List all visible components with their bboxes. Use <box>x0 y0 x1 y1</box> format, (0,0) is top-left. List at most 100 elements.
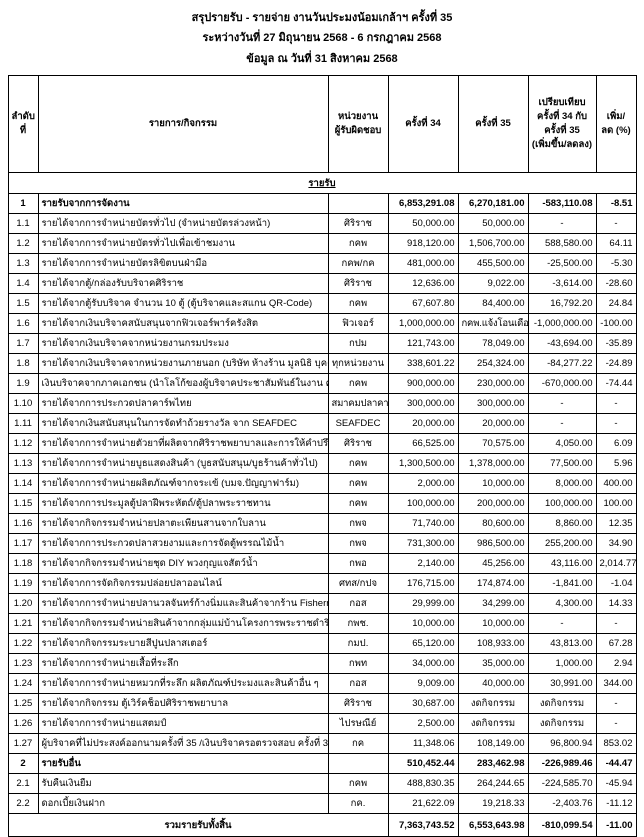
row-unit: ทุกหน่วยงาน <box>327 353 389 375</box>
row-diff: - <box>527 393 597 415</box>
row-item: รายได้จากกิจกรรมจำหน่ายสินค้าจากกลุ่มแม่… <box>37 613 329 635</box>
row-c35: 35,000.00 <box>457 653 529 675</box>
table-row: 1.11 รายได้จากเงินสนับสนุนในการจัดทำถ้วยร… <box>7 413 637 435</box>
total-c34: 7,363,743.52 <box>387 813 459 837</box>
row-item: ผู้บริจาคที่ไม่ประสงค์ออกนามครั้งที่ 35 … <box>37 733 329 755</box>
row-c34: 900,000.00 <box>387 373 459 395</box>
row-c35: 230,000.00 <box>457 373 529 395</box>
row-c35: 1,506,700.00 <box>457 233 529 255</box>
row-c35: 80,600.00 <box>457 513 529 535</box>
header-percent-change: เพิ่ม/ ลด (%) <box>595 75 637 174</box>
row-c35: 45,256.00 <box>457 553 529 575</box>
header-edition-34: ครั้งที่ 34 <box>387 75 459 174</box>
row-diff: 96,800.94 <box>527 733 597 755</box>
row-pct: -1.04 <box>595 573 637 595</box>
row-item: รายรับจากการจัดงาน <box>37 193 329 215</box>
table-row: 1.17 รายได้จากการประกวดปลาสวยงามและการจัด… <box>7 533 637 555</box>
row-c34: 12,636.00 <box>387 273 459 295</box>
row-pct: 2,014.77 <box>595 553 637 575</box>
row-pct: - <box>595 413 637 435</box>
row-no: 1.17 <box>7 533 39 555</box>
row-c34: 30,687.00 <box>387 693 459 715</box>
row-item: รายได้จากการประกวดปลาสวยงามและการจัดตู้พ… <box>37 533 329 555</box>
row-unit: กพจ <box>327 513 389 535</box>
row-item: รายได้จากกิจกรรมระบายสีปูนปลาสเตอร์ <box>37 633 329 655</box>
row-c35: 50,000.00 <box>457 213 529 235</box>
table-row: 2 รายรับอื่น 510,452.44 283,462.98 -226,989.… <box>7 753 637 775</box>
row-no: 2 <box>7 753 39 775</box>
row-pct: - <box>595 213 637 235</box>
row-pct: 12.35 <box>595 513 637 535</box>
row-item: รายได้จากกิจกรรมจำหน่ายปลาตะเพียนสานจากใ… <box>37 513 329 535</box>
total-c35: 6,553,643.98 <box>457 813 529 837</box>
row-c35: 10,000.00 <box>457 613 529 635</box>
row-unit <box>327 753 389 775</box>
row-c34: 2,000.00 <box>387 473 459 495</box>
row-unit: กมป. <box>327 633 389 655</box>
row-c34: 50,000.00 <box>387 213 459 235</box>
row-pct: -24.89 <box>595 353 637 375</box>
document-data-as-of: ข้อมูล ณ วันที่ 31 สิงหาคม 2568 <box>246 52 398 65</box>
table-row: 1 รายรับจากการจัดงาน 6,853,291.08 6,270,181… <box>7 193 637 215</box>
table-row: 1.12 รายได้จากการจำหน่ายตัวยาที่ผลิตจากศิ… <box>7 433 637 455</box>
row-c35: 200,000.00 <box>457 493 529 515</box>
row-pct: 2.94 <box>595 653 637 675</box>
row-pct: -35.89 <box>595 333 637 355</box>
row-no: 1.5 <box>7 293 39 315</box>
row-no: 2.1 <box>7 773 39 795</box>
row-diff: - <box>527 413 597 435</box>
table-row: 1.8 รายได้จากเงินบริจาคจากหน่วยงานภายนอก … <box>7 353 637 375</box>
table-row: 1.1 รายได้จากการจำหน่ายบัตรทั่วไป (จำหน่า… <box>7 213 637 235</box>
row-pct: - <box>595 393 637 415</box>
total-label: รวมรายรับทั้งสิ้น <box>7 813 389 837</box>
table-row: 1.25 รายได้จากกิจกรรม ตู้เวิร์คช็อปศิริรา… <box>7 693 637 715</box>
row-pct: - <box>595 693 637 715</box>
table-row: 1.4 รายได้จากตู้/กล่องรับบริจาคศิริราช ศิร… <box>7 273 637 295</box>
row-c34: 10,000.00 <box>387 613 459 635</box>
row-diff: 588,580.00 <box>527 233 597 255</box>
row-c35: 34,299.00 <box>457 593 529 615</box>
row-c34: 918,120.00 <box>387 233 459 255</box>
row-pct: 853.02 <box>595 733 637 755</box>
row-no: 1.15 <box>7 493 39 515</box>
row-pct: 34.90 <box>595 533 637 555</box>
table-row: 1.24 รายได้จากการจำหน่ายหมวกที่ระลึก ผลิต… <box>7 673 637 695</box>
row-no: 2.2 <box>7 793 39 815</box>
row-diff: -1,841.00 <box>527 573 597 595</box>
row-item: รายได้จากการจำหน่ายหมวกที่ระลึก ผลิตภัณฑ… <box>37 673 329 695</box>
row-pct: 14.33 <box>595 593 637 615</box>
row-no: 1.27 <box>7 733 39 755</box>
table-row: 1.9 เงินบริจาคจากภาคเอกชน (นำโลโก้ของผู้บ… <box>7 373 637 395</box>
table-row: 1.7 รายได้จากเงินบริจาคจากหน่วยงานกรมประม… <box>7 333 637 355</box>
row-no: 1.25 <box>7 693 39 715</box>
row-c34: 71,740.00 <box>387 513 459 535</box>
row-unit: กคพ <box>327 373 389 395</box>
row-c34: 510,452.44 <box>387 753 459 775</box>
row-no: 1.20 <box>7 593 39 615</box>
row-item: รายได้จากการจำหน่ายบัตรทั่วไป (จำหน่ายบั… <box>37 213 329 235</box>
row-unit: กอส <box>327 673 389 695</box>
table-row: 1.18 รายได้จากกิจกรรมจำหน่ายชุด DIY พวงกุ… <box>7 553 637 575</box>
header-edition-35: ครั้งที่ 35 <box>457 75 529 174</box>
row-unit: SEAFDEC <box>327 413 389 435</box>
row-item: รายได้จากการจำหน่ายตัวยาที่ผลิตจากศิริรา… <box>37 433 329 455</box>
row-unit: ศิริราช <box>327 433 389 455</box>
row-no: 1.9 <box>7 373 39 395</box>
row-diff: -224,585.70 <box>527 773 597 795</box>
row-diff: 16,792.20 <box>527 293 597 315</box>
row-c34: 6,853,291.08 <box>387 193 459 215</box>
row-diff: -3,614.00 <box>527 273 597 295</box>
row-item: รายได้จากตู้รับบริจาค จำนวน 10 ตู้ (ตู้บ… <box>37 293 329 315</box>
row-unit: กพท <box>327 653 389 675</box>
row-diff: -43,694.00 <box>527 333 597 355</box>
row-unit: กคพ <box>327 453 389 475</box>
row-diff: - <box>527 613 597 635</box>
row-pct: 6.09 <box>595 433 637 455</box>
row-unit: กคพ <box>327 233 389 255</box>
row-pct: -28.60 <box>595 273 637 295</box>
row-diff: -1,000,000.00 <box>527 313 597 335</box>
table-row: 1.3 รายได้จากการจำหน่ายบัตรลิขิตบนฝ่ามือก… <box>7 253 637 275</box>
row-c35: 84,400.00 <box>457 293 529 315</box>
row-no: 1.10 <box>7 393 39 415</box>
